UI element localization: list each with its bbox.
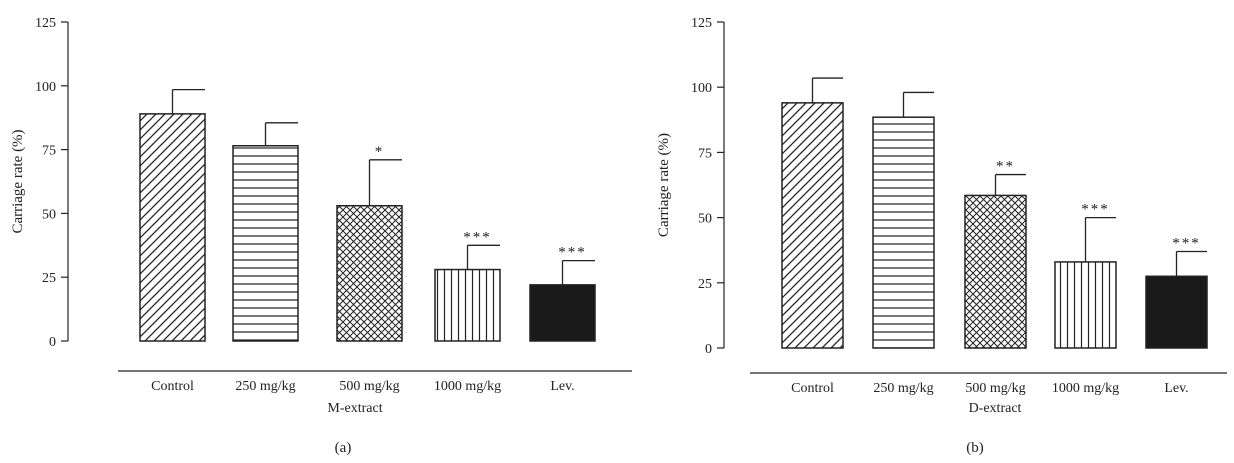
bar (139, 113, 206, 342)
significance-label: *** (558, 245, 587, 261)
bar (529, 284, 596, 342)
significance-label: *** (1081, 202, 1110, 218)
significance-label: *** (1172, 236, 1201, 252)
x-tick-label: 500 mg/kg (339, 379, 399, 394)
y-tick-label: 50 (698, 212, 712, 227)
bar (781, 102, 844, 349)
y-tick-label: 75 (42, 144, 56, 159)
panel-a-chart: 0 25 50 75 100 125 Carriage rate (%) Control 250… (10, 16, 632, 456)
y-tick-label: 25 (698, 277, 712, 292)
x-tick-label: 250 mg/kg (873, 381, 933, 396)
significance-label: ** (996, 159, 1015, 175)
bar (964, 194, 1027, 349)
significance-label: *** (463, 229, 492, 245)
group-label: M-extract (327, 401, 382, 416)
group-label: D-extract (969, 401, 1022, 416)
y-tick-label: 50 (42, 207, 56, 222)
x-tick-label: 1000 mg/kg (434, 379, 501, 394)
y-tick-label: 75 (698, 146, 712, 161)
y-tick-label: 100 (691, 81, 712, 96)
y-tick-label: 125 (691, 16, 712, 31)
y-tick-label: 125 (35, 16, 56, 31)
significance-label: * (375, 144, 385, 160)
y-tick-label: 0 (705, 342, 712, 357)
bar (336, 204, 403, 342)
x-tick-label: Control (151, 379, 194, 394)
bar (1054, 261, 1117, 349)
x-tick-label: 1000 mg/kg (1052, 381, 1119, 396)
x-tick-label: 250 mg/kg (235, 379, 295, 394)
y-axis-label: Carriage rate (%) (10, 129, 26, 233)
panel-b-chart: 0 25 50 75 100 125 Carriage rate (%) Control 250… (656, 16, 1227, 456)
y-tick-label: 0 (49, 335, 56, 350)
bar (1145, 275, 1208, 349)
x-tick-label: 500 mg/kg (965, 381, 1025, 396)
bar (232, 145, 299, 342)
bar (872, 116, 935, 349)
x-tick-label: Control (791, 381, 834, 396)
panel-label: (b) (966, 440, 984, 456)
x-tick-label: Lev. (550, 379, 574, 394)
y-tick-label: 25 (42, 271, 56, 286)
panel-label: (a) (335, 440, 352, 456)
x-tick-label: Lev. (1164, 381, 1188, 396)
y-axis-label: Carriage rate (%) (656, 133, 672, 237)
bar (434, 268, 501, 342)
y-tick-label: 100 (35, 80, 56, 95)
